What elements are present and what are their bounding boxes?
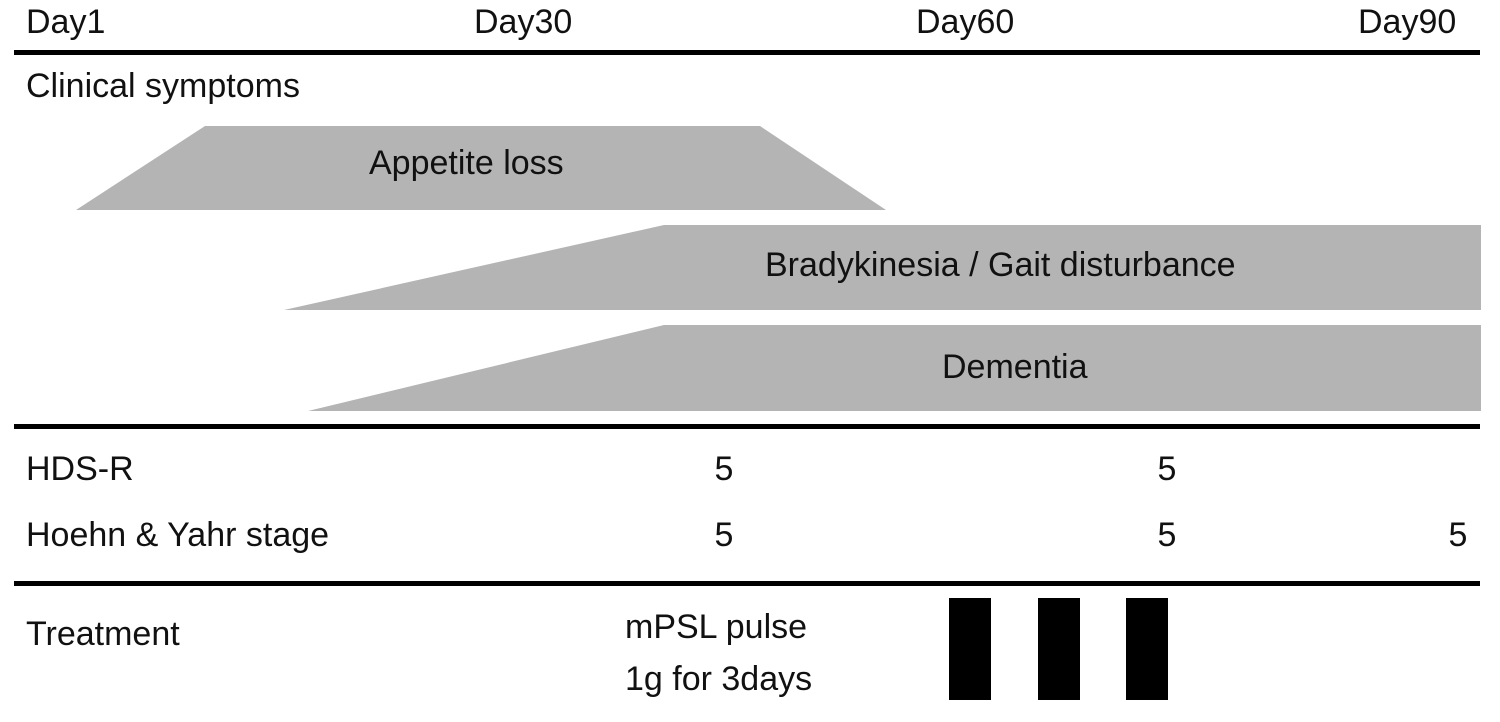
hdsr-value: 5 bbox=[1157, 450, 1177, 488]
symptom-label-appetite-loss: Appetite loss bbox=[369, 144, 564, 182]
day-label-day90: Day90 bbox=[1358, 3, 1457, 41]
hdsr-value: 5 bbox=[714, 450, 734, 488]
symptoms-rule bbox=[14, 424, 1480, 429]
mpsl-pulse-bar bbox=[1038, 598, 1080, 700]
day-label-day30: Day30 bbox=[474, 3, 573, 41]
timeline-rule bbox=[14, 50, 1480, 55]
symptom-bar-bradykinesia bbox=[284, 225, 1481, 310]
symptom-bar-appetite-loss bbox=[76, 126, 886, 210]
symptom-bar-dementia bbox=[308, 325, 1481, 411]
scores-rule bbox=[14, 581, 1480, 586]
symptom-label-dementia: Dementia bbox=[942, 348, 1088, 386]
hoehn-yahr-value: 5 bbox=[714, 516, 734, 554]
mpsl-pulse-bar bbox=[1126, 598, 1168, 700]
hoehn-yahr-label: Hoehn & Yahr stage bbox=[26, 516, 330, 554]
clinical-symptoms-heading: Clinical symptoms bbox=[26, 67, 300, 105]
hoehn-yahr-value: 5 bbox=[1157, 516, 1177, 554]
mpsl-pulse-bar bbox=[949, 598, 991, 700]
hdsr-label: HDS-R bbox=[26, 450, 134, 488]
day-label-day1: Day1 bbox=[26, 3, 106, 41]
hoehn-yahr-value: 5 bbox=[1448, 516, 1468, 554]
day-label-day60: Day60 bbox=[916, 3, 1015, 41]
treatment-dose: 1g for 3days bbox=[625, 660, 813, 698]
treatment-heading: Treatment bbox=[26, 615, 180, 653]
treatment-name: mPSL pulse bbox=[625, 608, 808, 646]
symptom-label-bradykinesia: Bradykinesia / Gait disturbance bbox=[765, 246, 1236, 284]
